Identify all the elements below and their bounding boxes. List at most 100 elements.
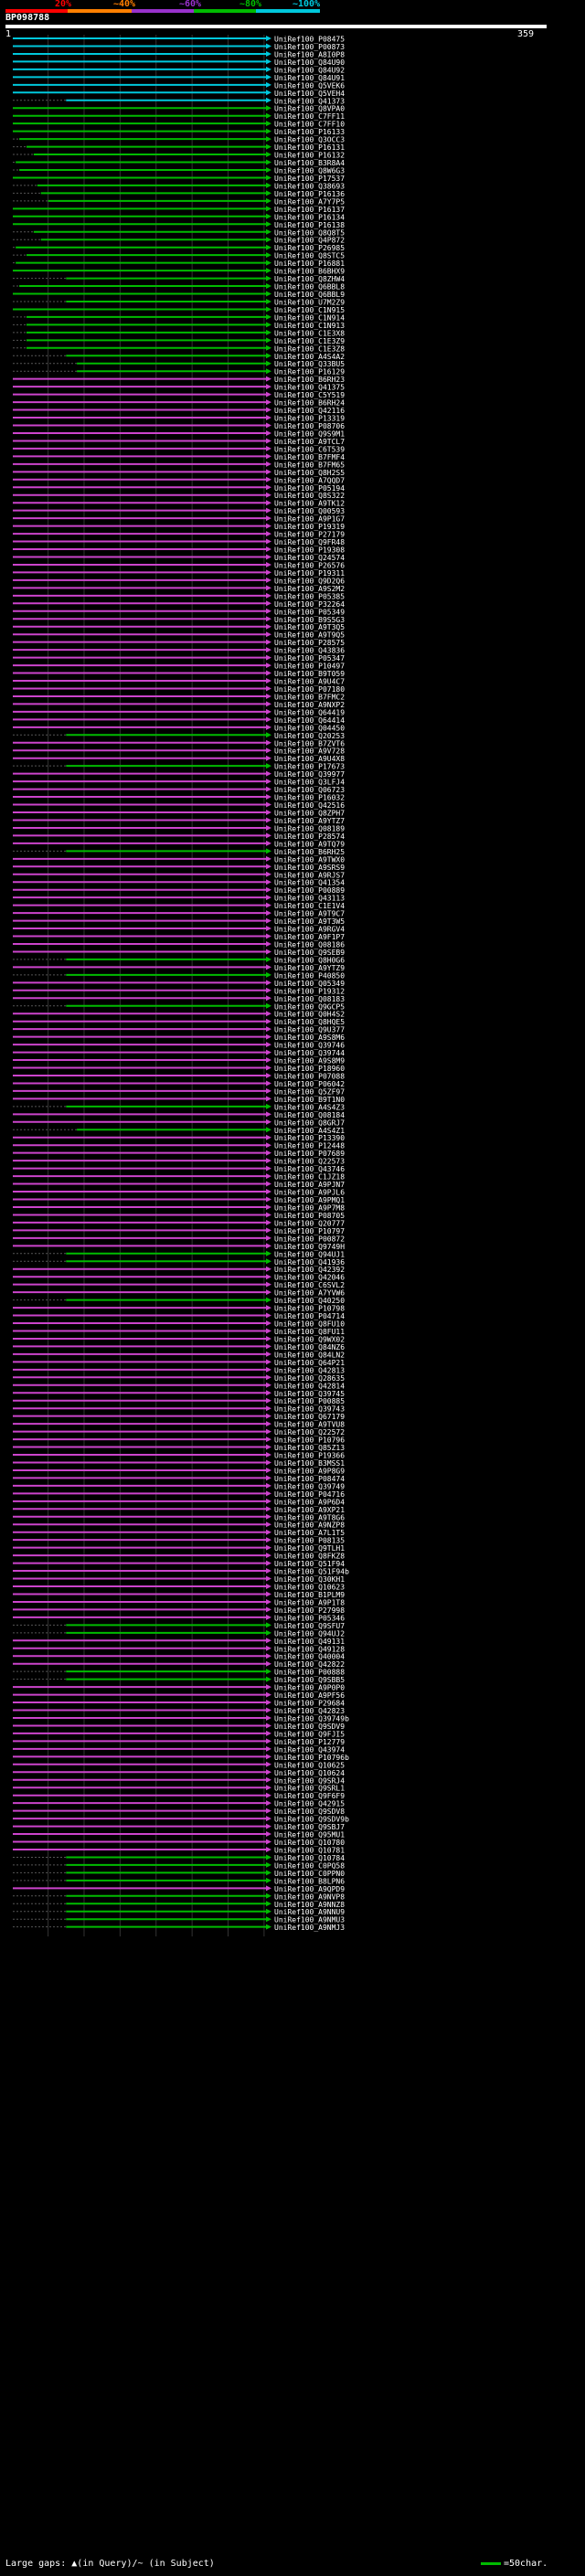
alignment-row: UniRef100_Q05349 xyxy=(13,980,345,988)
alignment-row: UniRef100_C1N915 xyxy=(13,306,345,314)
alignment-arrow xyxy=(266,1421,271,1427)
alignment-row: UniRef100_A4S4Z1 xyxy=(13,1127,345,1135)
hit-label: UniRef100_Q43974 xyxy=(274,1745,345,1754)
alignment-row: UniRef100_A9PMQ1 xyxy=(13,1196,345,1204)
alignment-row: UniRef100_Q85Z13 xyxy=(13,1444,345,1452)
alignment-row: UniRef100_A9T9Q5 xyxy=(13,631,345,640)
alignment-row: UniRef100_C1E1V4 xyxy=(13,902,345,910)
alignment-arrow xyxy=(266,561,271,567)
alignment-arrow xyxy=(266,546,271,553)
alignment-arrow xyxy=(266,1366,271,1373)
in-subject-label: /~ (in Subject) xyxy=(132,2559,215,2569)
hit-label: UniRef100_Q00593 xyxy=(274,507,345,515)
alignment-row: UniRef100_P28575 xyxy=(13,639,345,647)
alignment-row: UniRef100_A9U4X8 xyxy=(13,755,345,763)
alignment-row: UniRef100_P10796b xyxy=(13,1754,349,1762)
alignment-arrow xyxy=(266,1537,271,1543)
alignment-arrow xyxy=(266,1181,271,1187)
alignment-row: UniRef100_P07689 xyxy=(13,1150,345,1158)
alignment-arrow xyxy=(266,1521,271,1528)
hit-label: UniRef100_A9NNZ8 xyxy=(274,1901,345,1909)
hit-label: UniRef100_P00885 xyxy=(274,1397,345,1405)
alignment-row: UniRef100_A7YVW6 xyxy=(13,1289,345,1298)
alignment-arrow xyxy=(266,1057,271,1064)
hit-label: UniRef100_P32264 xyxy=(274,600,345,609)
alignment-row: UniRef100_C5Y519 xyxy=(13,391,345,399)
alignment-row: UniRef100_Q9TLH1 xyxy=(13,1544,345,1553)
alignment-arrow xyxy=(266,213,271,219)
alignment-arrow xyxy=(266,1800,271,1807)
alignment-arrow xyxy=(266,415,271,421)
hit-label: UniRef100_P13390 xyxy=(274,1134,345,1142)
alignment-row: UniRef100_Q9SRJ4 xyxy=(13,1776,345,1785)
alignment-arrow xyxy=(266,1274,271,1280)
hit-label: UniRef100_P17537 xyxy=(274,175,345,183)
hit-label: UniRef100_Q8ZHW4 xyxy=(274,275,345,283)
hit-label: UniRef100_C7FF11 xyxy=(274,112,345,121)
hit-label: UniRef100_A9NMU3 xyxy=(274,1916,345,1924)
hit-label: UniRef100_P16032 xyxy=(274,794,345,802)
alignment-arrow xyxy=(266,360,271,366)
alignment-row: UniRef100_P17673 xyxy=(13,763,345,771)
alignment-arrow xyxy=(266,190,271,196)
alignment-arrow xyxy=(266,329,271,335)
alignment-arrow xyxy=(266,670,271,676)
hit-label: UniRef100_C1E3X8 xyxy=(274,329,345,337)
hit-label: UniRef100_C7FF10 xyxy=(274,121,345,129)
hit-label: UniRef100_Q41354 xyxy=(274,879,345,887)
hit-label: UniRef100_P16136 xyxy=(274,190,345,198)
alignment-row: UniRef100_P07088 xyxy=(13,1072,345,1080)
alignment-arrow xyxy=(266,1839,271,1845)
alignment-arrow xyxy=(266,1629,271,1636)
alignment-arrow xyxy=(266,926,271,932)
hit-label: UniRef100_P13319 xyxy=(274,415,345,423)
alignment-row: UniRef100_A9T3Q5 xyxy=(13,623,345,631)
alignment-row: UniRef100_Q08183 xyxy=(13,995,345,1003)
hit-label: UniRef100_Q42915 xyxy=(274,1800,345,1808)
alignment-arrow xyxy=(266,1080,271,1087)
legend-segment-orange xyxy=(68,9,132,13)
hit-label: UniRef100_Q85Z13 xyxy=(274,1444,345,1452)
alignment-arrow xyxy=(266,1173,271,1180)
alignment-arrow xyxy=(266,1087,271,1094)
alignment-arrow xyxy=(266,663,271,669)
hit-label: UniRef100_A9PF56 xyxy=(274,1691,345,1700)
hit-label: UniRef100_C1JZ18 xyxy=(274,1173,345,1182)
alignment-arrow xyxy=(266,654,271,661)
alignment-arrow xyxy=(266,964,271,970)
alignment-arrow xyxy=(266,554,271,560)
hit-label: UniRef100_A9T8G6 xyxy=(274,1513,345,1521)
alignment-arrow xyxy=(266,1452,271,1458)
hit-label: UniRef100_Q39749b xyxy=(274,1714,349,1723)
hit-label: UniRef100_Q9SBB5 xyxy=(274,1676,345,1684)
alignment-arrow xyxy=(266,956,271,962)
alignment-arrow xyxy=(266,685,271,692)
alignment-arrow xyxy=(266,175,271,181)
alignment-arrow xyxy=(266,971,271,978)
alignment-row: UniRef100_P05349 xyxy=(13,608,345,616)
alignment-arrow xyxy=(266,933,271,939)
hit-label: UniRef100_Q9SRL1 xyxy=(274,1785,345,1793)
alignment-arrow xyxy=(266,1769,271,1776)
hit-label: UniRef100_Q3LFJ4 xyxy=(274,779,345,787)
alignment-arrow xyxy=(266,647,271,653)
alignment-arrow xyxy=(266,391,271,398)
alignment-row: UniRef100_Q24574 xyxy=(13,554,345,562)
alignment-arrow xyxy=(266,1281,271,1288)
alignment-arrow xyxy=(266,1118,271,1125)
hit-label: UniRef100_Q9D2Q6 xyxy=(274,577,345,585)
alignment-arrow xyxy=(266,1436,271,1443)
hit-label: UniRef100_Q51F94b xyxy=(274,1568,349,1576)
alignment-arrow xyxy=(266,917,271,924)
alignment-arrow xyxy=(266,1266,271,1272)
alignment-row: UniRef100_Q6BBL9 xyxy=(13,291,345,299)
alignment-arrow xyxy=(266,469,271,475)
alignment-row: UniRef100_P05347 xyxy=(13,654,345,663)
alignment-arrow xyxy=(266,623,271,630)
alignment-arrow xyxy=(266,445,271,451)
alignment-row: UniRef100_Q39749 xyxy=(13,1482,345,1490)
alignment-row: UniRef100_P10798 xyxy=(13,1305,345,1313)
alignment-arrow xyxy=(266,1676,271,1682)
alignment-row: UniRef100_Q5VEH4 xyxy=(13,90,345,98)
alignment-row: UniRef100_C7FF10 xyxy=(13,121,345,129)
